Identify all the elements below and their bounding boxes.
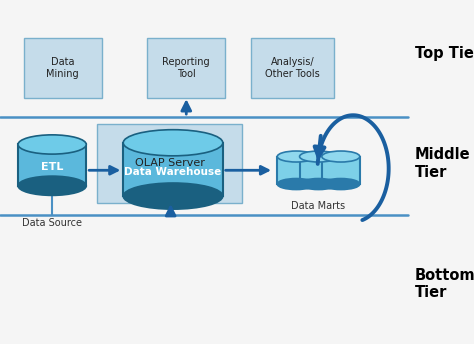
Text: OLAP Server: OLAP Server — [135, 158, 204, 169]
Text: Middle
Tier: Middle Tier — [415, 147, 470, 180]
Ellipse shape — [322, 179, 360, 190]
Ellipse shape — [322, 151, 360, 162]
Ellipse shape — [123, 130, 223, 156]
Ellipse shape — [18, 135, 86, 154]
FancyBboxPatch shape — [251, 38, 334, 98]
Ellipse shape — [300, 179, 337, 190]
Text: Data Warehouse: Data Warehouse — [124, 167, 222, 177]
Text: Data Marts: Data Marts — [292, 201, 346, 211]
Text: Top Tier: Top Tier — [415, 46, 474, 61]
Text: Analysis/
Other Tools: Analysis/ Other Tools — [265, 57, 320, 79]
Ellipse shape — [277, 151, 315, 162]
Polygon shape — [322, 157, 360, 184]
FancyBboxPatch shape — [147, 38, 225, 98]
Ellipse shape — [123, 183, 223, 209]
Polygon shape — [300, 157, 337, 184]
Text: Bottom
Tier: Bottom Tier — [415, 268, 474, 300]
Polygon shape — [18, 144, 86, 186]
FancyBboxPatch shape — [97, 124, 242, 203]
Text: ETL: ETL — [41, 162, 64, 172]
Polygon shape — [277, 157, 315, 184]
Text: Data Source: Data Source — [22, 218, 82, 228]
Text: Reporting
Tool: Reporting Tool — [162, 57, 210, 79]
Ellipse shape — [277, 179, 315, 190]
Polygon shape — [123, 143, 223, 196]
Ellipse shape — [300, 151, 337, 162]
Ellipse shape — [18, 176, 86, 195]
Text: Data
Mining: Data Mining — [46, 57, 79, 79]
FancyBboxPatch shape — [24, 38, 102, 98]
